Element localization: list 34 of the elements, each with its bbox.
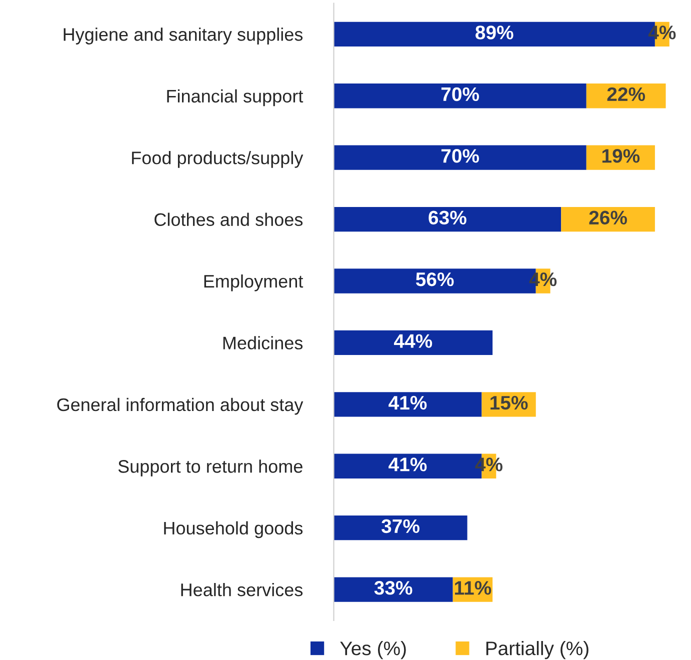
y-tick-label: General information about stay — [57, 398, 304, 415]
y-tick-label: Food products/supply — [132, 151, 304, 168]
bar — [334, 330, 493, 356]
data-label: 56% — [416, 272, 454, 286]
data-label: 70% — [441, 149, 480, 163]
data-label: 41% — [388, 458, 427, 472]
data-label: 37% — [382, 519, 420, 534]
data-label: 70% — [441, 87, 480, 102]
bar — [334, 392, 482, 417]
data-label: 44% — [394, 334, 432, 348]
data-label: 11% — [454, 581, 492, 595]
bar — [334, 145, 586, 170]
bar — [334, 206, 562, 232]
data-label: 19% — [602, 149, 640, 163]
y-tick-label: Household goods — [164, 521, 303, 538]
data-label: 33% — [374, 580, 412, 595]
y-tick-label: Medicines — [223, 336, 303, 350]
bar — [334, 515, 468, 540]
y-tick-label: Health services — [181, 583, 303, 596]
y-tick-label: Employment — [204, 274, 304, 292]
bar — [334, 84, 586, 108]
data-label: 89% — [476, 26, 514, 40]
legend-label: Yes (%) — [340, 640, 406, 660]
data-label: 15% — [490, 396, 528, 410]
data-label: 22% — [607, 87, 646, 102]
y-tick-label: Hygiene and sanitary supplies — [64, 28, 303, 44]
legend-label: Partially (%) — [486, 640, 588, 660]
bar — [334, 577, 453, 602]
data-label: 63% — [428, 210, 466, 225]
y-tick-label: Support to return home — [118, 460, 302, 476]
data-label: 26% — [589, 210, 627, 225]
data-label: 41% — [388, 396, 427, 410]
y-tick-label: Financial support — [167, 89, 304, 106]
y-tick-label: Clothes and shoes — [154, 212, 303, 226]
